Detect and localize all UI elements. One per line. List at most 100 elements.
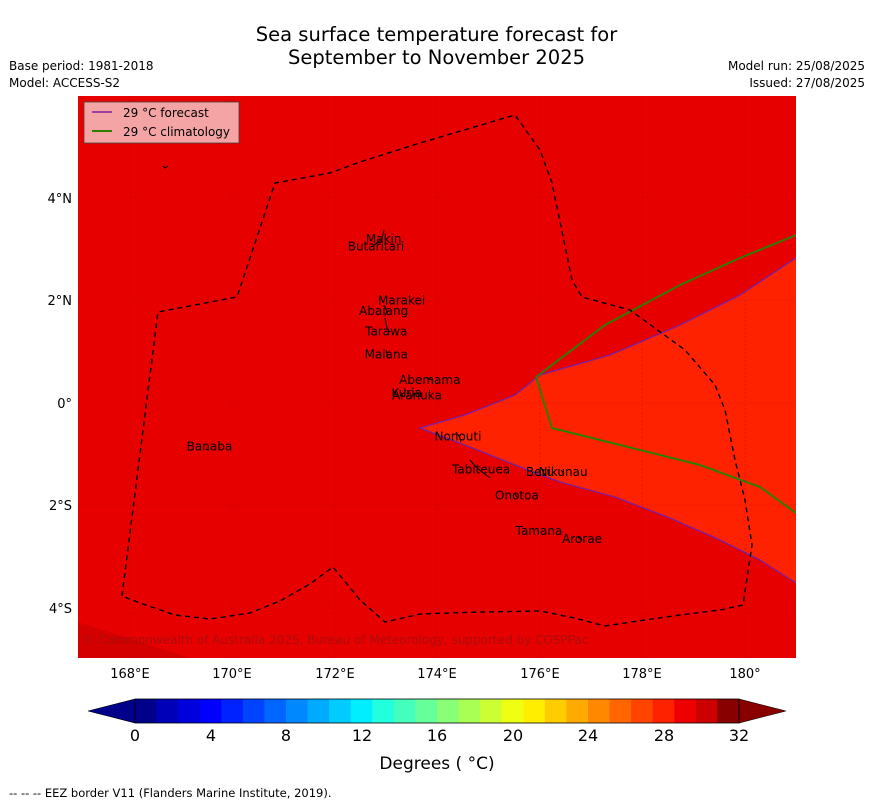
lon-tick: 176°E — [520, 667, 560, 682]
forecast-29c-contour-south — [419, 427, 796, 584]
colorbar-cell — [264, 699, 287, 723]
island-label-maiana: Maiana — [365, 347, 408, 361]
island-label-nikunau: Nikunau — [539, 465, 588, 479]
colorbar-cell — [350, 699, 373, 723]
colorbar-cell — [631, 699, 654, 723]
colorbar-tick: 16 — [427, 726, 447, 745]
map-legend: 29 °C forecast 29 °C climatology — [83, 101, 240, 144]
lon-tick: 168°E — [110, 667, 150, 682]
lon-tick: 180° — [729, 667, 760, 682]
legend-forecast-label: 29 °C forecast — [123, 106, 209, 120]
island-label-banaba: Banaba — [187, 440, 233, 454]
map-area: © Commonwealth of Australia 2025, Bureau… — [78, 96, 796, 658]
island-outlines — [162, 165, 583, 541]
island-label-nonouti: Nonouti — [435, 429, 482, 443]
island-label-makin: Makin — [366, 232, 402, 246]
lat-tick: 2°S — [49, 499, 72, 514]
colorbar-cell — [307, 699, 330, 723]
colorbar-cell — [329, 699, 352, 723]
lat-tick: 4°N — [48, 192, 73, 207]
colorbar-cell — [501, 699, 524, 723]
colorbar-frame — [134, 698, 740, 724]
colorbar-tick: 8 — [281, 726, 291, 745]
colorbar-cell — [458, 699, 481, 723]
colorbar-cell — [544, 699, 567, 723]
colorbar-cell — [695, 699, 718, 723]
colorbar-tick: 4 — [206, 726, 216, 745]
colorbar: 0 4 8 12 16 20 24 28 32 Degrees ( °C) — [87, 698, 787, 774]
colorbar-tick: 20 — [503, 726, 523, 745]
copyright-notice: © Commonwealth of Australia 2025, Bureau… — [83, 633, 588, 647]
model-run: Model run: 25/08/2025 — [727, 59, 865, 73]
climatology-29c-contour-north — [535, 234, 796, 378]
colorbar-tick: 28 — [654, 726, 674, 745]
colorbar-cell — [674, 699, 697, 723]
colorbar-cells — [135, 699, 740, 723]
graticule — [78, 96, 796, 658]
colorbar-tick: 12 — [352, 726, 372, 745]
colorbar-cell — [221, 699, 244, 723]
chart-title-line-1: Sea surface temperature forecast for — [255, 23, 618, 46]
lon-tick: 172°E — [315, 667, 355, 682]
lon-tick: 174°E — [417, 667, 457, 682]
latitude-ticks: 4°N 2°N 0° 2°S 4°S — [48, 192, 73, 617]
sst-field-corner — [78, 622, 190, 658]
colorbar-tick: 32 — [729, 726, 749, 745]
island-label-tamana: Tamana — [515, 524, 563, 538]
legend-climatology-label: 29 °C climatology — [123, 125, 230, 139]
colorbar-cell — [523, 699, 546, 723]
eez-border — [121, 114, 753, 627]
climatology-29c-contour-south — [535, 376, 796, 514]
colorbar-cell — [393, 699, 416, 723]
lon-tick: 178°E — [622, 667, 662, 682]
colorbar-cell — [242, 699, 265, 723]
colorbar-cell — [609, 699, 632, 723]
colorbar-tick: 0 — [130, 726, 140, 745]
base-period: Base period: 1981-2018 — [9, 59, 154, 73]
colorbar-cell — [372, 699, 395, 723]
legend-box — [83, 101, 240, 144]
meta-left: Base period: 1981-2018 Model: ACCESS-S2 — [9, 58, 154, 92]
longitude-ticks: 168°E 170°E 172°E 174°E 176°E 178°E 180° — [110, 667, 760, 682]
colorbar-cell — [178, 699, 201, 723]
colorbar-label: Degrees ( °C) — [379, 754, 494, 774]
colorbar-tick: 24 — [578, 726, 598, 745]
lat-tick: 0° — [57, 397, 72, 412]
island-label-marakei: Marakei — [378, 294, 425, 308]
meta-right: Model run: 25/08/2025 Issued: 27/08/2025 — [728, 58, 865, 92]
sst-field-29-30 — [420, 258, 796, 583]
issued-date: Issued: 27/08/2025 — [749, 76, 865, 90]
lon-tick: 170°E — [212, 667, 252, 682]
colorbar-cell — [199, 699, 222, 723]
colorbar-cell — [286, 699, 309, 723]
island-label-arorae: Arorae — [562, 532, 602, 546]
colorbar-cell — [415, 699, 438, 723]
colorbar-cell — [588, 699, 611, 723]
island-label-abemama: Abemama — [399, 373, 460, 387]
colorbar-cell — [717, 699, 740, 723]
island-label-tabiteuea: Tabiteuea — [451, 463, 510, 477]
lat-tick: 2°N — [48, 294, 73, 309]
island-label-aranuka: Aranuka — [392, 388, 442, 402]
eez-footnote: -- -- -- EEZ border V11 (Flanders Marine… — [9, 786, 332, 800]
lat-tick: 4°S — [49, 602, 72, 617]
chart-title-line-2: September to November 2025 — [287, 46, 586, 69]
colorbar-max-extension — [738, 698, 787, 724]
island-label-beru: Beru — [526, 465, 554, 479]
island-label-onotoa: Onotoa — [495, 488, 539, 502]
island-label-tarawa: Tarawa — [364, 324, 407, 338]
island-label-kuria: Kuria — [392, 386, 423, 400]
colorbar-cell — [437, 699, 460, 723]
model-name: Model: ACCESS-S2 — [9, 76, 121, 90]
colorbar-cell — [156, 699, 179, 723]
island-label-butaritari: Butaritari — [348, 240, 405, 254]
colorbar-ticks: 0 4 8 12 16 20 24 28 32 — [130, 726, 749, 745]
colorbar-cell — [480, 699, 503, 723]
colorbar-cell — [566, 699, 589, 723]
colorbar-cell — [652, 699, 675, 723]
colorbar-cell — [135, 699, 158, 723]
colorbar-min-extension — [87, 698, 136, 724]
island-label-abaiang: Abaiang — [359, 304, 408, 318]
